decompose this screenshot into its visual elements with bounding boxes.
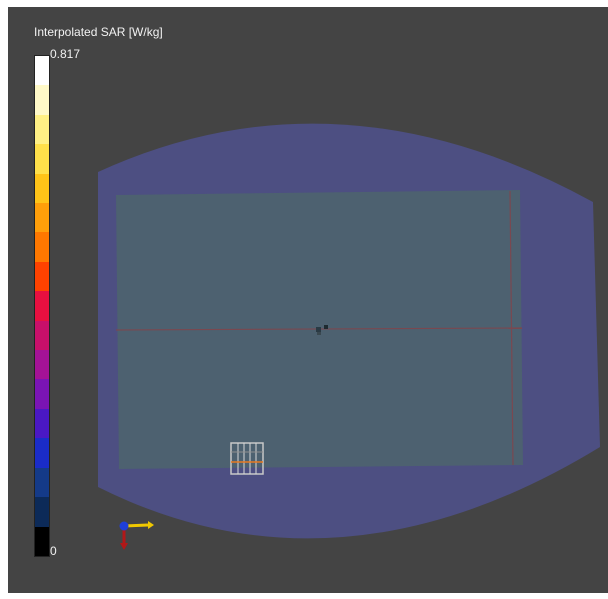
colorbar-max-label: 0.817 (50, 47, 81, 61)
colorbar-segment (35, 114, 49, 145)
colorbar-segment (35, 232, 49, 262)
colorbar-segment (35, 408, 49, 439)
colorbar-segment (35, 320, 49, 351)
colorbar-segment (35, 144, 49, 174)
colorbar-segment (35, 379, 49, 409)
colorbar-segment (35, 526, 49, 556)
colorbar-segment (35, 497, 49, 527)
colorbar-segment (35, 173, 49, 204)
colorbar-segment (35, 438, 49, 468)
legend-title: Interpolated SAR [W/kg] (34, 25, 163, 39)
3d-viewport[interactable]: Interpolated SAR [W/kg] 0.817 0 (8, 7, 608, 593)
center-probe-marker (316, 325, 328, 335)
sar-colorbar (34, 55, 50, 557)
orientation-axes-icon (119, 521, 154, 550)
colorbar-min-label: 0 (50, 544, 57, 558)
scene-render (98, 123, 600, 550)
colorbar-segment (35, 291, 49, 321)
antenna-device-icon (230, 442, 264, 475)
colorbar-segment (35, 467, 49, 498)
colorbar-segment (35, 350, 49, 380)
colorbar-segment (35, 85, 49, 115)
colorbar-segment (35, 261, 49, 292)
colorbar-segment (35, 56, 49, 86)
vertical-field-line (509, 190, 514, 466)
colorbar-segment (35, 203, 49, 233)
